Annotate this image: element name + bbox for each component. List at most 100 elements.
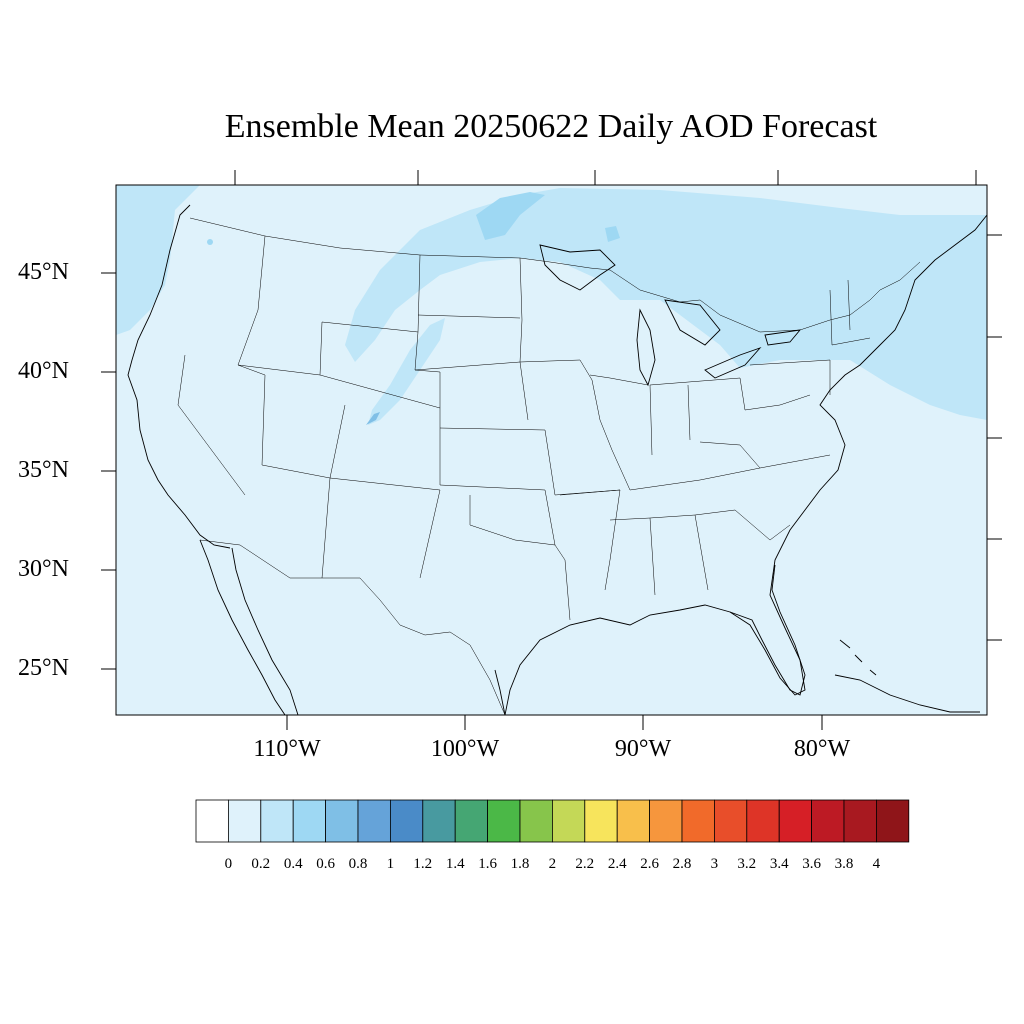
aod-plume-northwest [116,185,200,335]
colorbar-box [422,799,456,843]
colorbar-box [292,799,327,843]
aod-plume-colorado [368,318,445,425]
map-title: Ensemble Mean 20250622 Daily AOD Forecas… [224,108,878,145]
colorbar-box [876,799,910,843]
aod-hotspot-ontario [605,226,620,242]
baja-coastline [199,539,286,715]
colorbar-tick-label: 0.8 [348,856,368,872]
lat-label-45: 45°N [18,259,69,285]
colorbar-box [389,799,424,843]
state-line [439,484,556,546]
aod-hotspot-colorado [366,412,380,425]
state-line [321,477,331,579]
colorbar-tick-label: 3.6 [802,856,821,872]
colorbar-box [519,799,553,843]
pacific-coastline [127,204,231,549]
lon-label-90w: 90°W [614,736,672,762]
colorbar-box [260,799,294,843]
state-borders [177,217,921,715]
colorbar-tick-label: 3.4 [769,856,789,872]
colorbar-tick-label: 1.8 [510,856,530,872]
state-line [749,359,831,395]
colorbar-box [325,799,359,843]
colorbar-box [681,799,715,843]
aod-plume-northern-band [345,188,987,420]
colorbar-tick-label: 1.4 [445,856,465,872]
aod-hotspot-lake-superior [476,192,545,240]
state-line [319,374,441,409]
lon-label-100w: 100°W [430,736,500,762]
state-line [629,454,831,491]
colorbar [195,799,910,843]
lat-label-35: 35°N [18,457,69,483]
state-line [329,477,441,579]
state-line [829,289,833,346]
state-line [177,354,246,496]
colorbar-tick-label: 1 [386,856,395,872]
state-line [847,279,851,331]
colorbar-box [584,799,618,843]
lat-label-30: 30°N [18,556,69,582]
colorbar-box [195,799,229,843]
colorbar-tick-label: 0 [224,856,233,872]
aod-hotspot-washington [207,239,213,245]
colorbar-tick-label: 2.4 [607,856,627,872]
colorbar-box [552,799,586,843]
state-line [519,257,523,363]
colorbar-box [778,799,813,843]
colorbar-tick-label: 1.6 [478,856,497,872]
bahamas [839,639,877,676]
colorbar-box [357,799,391,843]
mexico-gulf-coastline [494,669,506,715]
state-line [439,427,546,431]
colorbar-box [487,799,521,843]
state-line [589,374,649,386]
state-line [237,364,266,466]
cuba [834,674,980,713]
lat-label-40: 40°N [18,358,69,384]
colorbar-box [227,799,262,843]
lake-erie [704,347,762,379]
us-canada-border [189,217,921,333]
lake-superior [539,244,616,291]
state-line [417,314,521,319]
state-line [611,449,631,491]
colorbar-tick-label: 2.6 [640,856,659,872]
baja-gulf-coastline [231,547,299,715]
tick-marks [101,170,1002,730]
colorbar-box [811,799,845,843]
colorbar-box [616,799,651,843]
colorbar-box [843,799,877,843]
state-line [237,235,266,366]
colorbar-tick-label: 0.4 [283,856,303,872]
florida-peninsula [729,564,806,696]
colorbar-tick-label: 0.2 [251,856,271,872]
state-line [831,337,871,346]
lon-label-110w: 110°W [253,736,321,762]
colorbar-tick-label: 0.6 [316,856,335,872]
colorbar-tick-label: 1.2 [413,856,433,872]
state-line [687,384,691,441]
state-line [519,359,613,451]
lake-ontario [764,329,802,346]
us-mexico-border [199,539,506,715]
colorbar-box [649,799,683,843]
colorbar-tick-label: 3.2 [737,856,757,872]
state-line [694,509,791,541]
state-line [414,331,441,408]
state-line [649,384,653,456]
colorbar-tick-label: 2.8 [672,856,692,872]
colorbar-tick-label: 4 [872,856,881,872]
colorbar-tick-label: 3 [710,856,719,872]
state-line [469,495,556,546]
colorbar-box [454,799,489,843]
lake-huron [664,299,721,346]
state-line [649,377,746,411]
map-frame [115,184,988,716]
state-line [699,441,761,469]
gulf-coastline [504,214,987,715]
colorbar-tick-label: 3.8 [834,856,854,872]
state-line [744,394,811,411]
lon-label-80w: 80°W [793,736,851,762]
state-line [554,544,571,621]
